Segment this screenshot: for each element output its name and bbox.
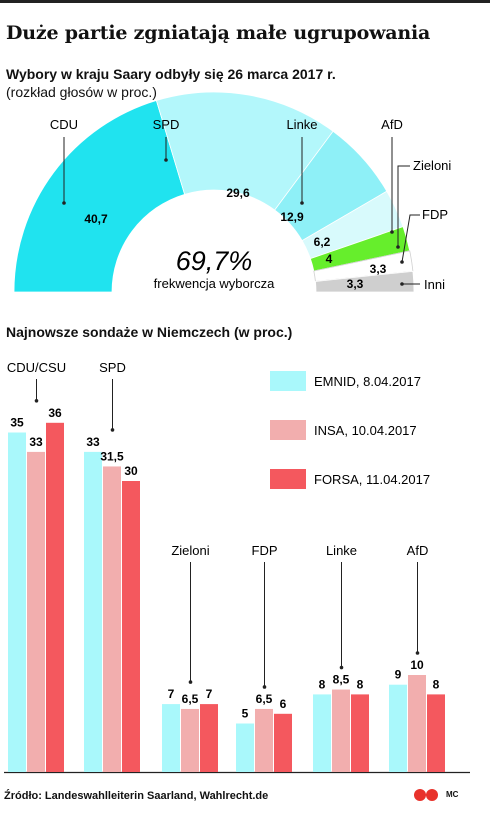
- bar-afd-insa: [408, 675, 426, 772]
- bar-linke-emnid: [313, 694, 331, 772]
- bar-value-label: 31,5: [100, 449, 124, 463]
- bar-value-label: 33: [29, 435, 43, 449]
- category-label: CDU/CSU: [7, 360, 66, 375]
- slice-value-label: 29,6: [226, 186, 250, 200]
- logo-circle-icon: [414, 789, 426, 801]
- leader-dot: [396, 245, 400, 249]
- bar-linke-insa: [332, 689, 350, 772]
- bar-spd-emnid: [84, 451, 102, 772]
- category-leader-dot: [188, 680, 193, 684]
- page-title: Duże partie zgniatają małe ugrupowania: [6, 22, 431, 44]
- bar-zieloni-insa: [181, 708, 199, 772]
- turnout-value: 69,7%: [176, 246, 253, 276]
- bar-value-label: 8: [319, 677, 326, 691]
- category-leader-dot: [110, 428, 115, 432]
- bar-value-label: 35: [10, 416, 24, 430]
- legend-swatch: [270, 371, 306, 391]
- legend-label: INSA, 10.04.2017: [314, 423, 417, 438]
- slice-value-label: 3,3: [347, 277, 364, 291]
- bar-value-label: 8: [357, 677, 364, 691]
- bar-value-label: 30: [124, 464, 138, 478]
- source-note: Źródło: Landeswahlleiterin Saarland, Wah…: [4, 790, 269, 802]
- bar-value-label: 9: [395, 668, 402, 682]
- bar-value-label: 6,5: [256, 692, 273, 706]
- slice-category-label: Zieloni: [413, 158, 451, 173]
- bar-value-label: 7: [168, 687, 175, 701]
- bar-value-label: 10: [410, 658, 424, 672]
- bar-zieloni-forsa: [200, 704, 218, 772]
- logo-text: MC: [446, 790, 459, 799]
- poll-legend: EMNID, 8.04.2017 INSA, 10.04.2017 FORSA, 1…: [270, 371, 430, 489]
- category-label: FDP: [252, 543, 278, 558]
- bar-value-label: 6,5: [182, 692, 199, 706]
- category-leader-dot: [339, 665, 344, 670]
- leader-dot: [390, 230, 394, 234]
- election-half-donut: 40,7 29,6 12,9 6,2 4 3,3 3,3 CDU SPD Linke AfD Ziel…: [13, 91, 451, 293]
- slice-category-label: CDU: [50, 117, 78, 132]
- bar-cdu-csu-forsa: [46, 422, 64, 772]
- bar-afd-emnid: [389, 684, 407, 772]
- leader-dot: [400, 282, 404, 286]
- bar-afd-forsa: [427, 694, 445, 772]
- election-chart-title: Wybory w kraju Saary odbyły się 26 marca…: [6, 66, 336, 82]
- legend-label: FORSA, 11.04.2017: [314, 472, 430, 487]
- election-chart-note: (rozkład głosów w proc.): [6, 84, 157, 100]
- slice-category-label: FDP: [422, 207, 448, 222]
- bar-value-label: 7: [206, 687, 213, 701]
- category-leader-dot: [262, 685, 267, 689]
- category-label: AfD: [407, 543, 429, 558]
- bar-value-label: 8: [433, 677, 440, 691]
- bar-value-label: 5: [242, 707, 249, 721]
- bar-spd-forsa: [122, 481, 140, 772]
- leader-dot: [164, 158, 168, 162]
- slice-value-label: 12,9: [280, 210, 304, 224]
- bar-cdu-csu-insa: [27, 451, 45, 772]
- leader-dot: [400, 260, 404, 264]
- bar-zieloni-emnid: [162, 704, 180, 772]
- slice-category-label: Linke: [286, 117, 317, 132]
- top-rule: [0, 0, 490, 3]
- leader-line: [397, 165, 410, 247]
- category-leader-dot: [34, 399, 39, 403]
- slice-inni: [315, 270, 415, 293]
- bar-linke-forsa: [351, 694, 369, 772]
- legend-label: EMNID, 8.04.2017: [314, 374, 421, 389]
- slice-value-label: 6,2: [314, 235, 331, 249]
- logo-circle-icon: [426, 789, 438, 801]
- bar-value-label: 6: [280, 697, 287, 711]
- leader-dot: [62, 201, 66, 205]
- slice-value-label: 3,3: [370, 262, 387, 276]
- slice-category-label: AfD: [381, 117, 403, 132]
- slice-value-label: 4: [326, 252, 333, 266]
- slice-category-label: SPD: [153, 117, 180, 132]
- bar-fdp-emnid: [236, 723, 254, 772]
- category-leader-dot: [415, 651, 420, 655]
- bar-value-label: 33: [86, 435, 100, 449]
- turnout-label: frekwencja wyborcza: [154, 276, 275, 291]
- leader-dot: [300, 201, 304, 205]
- slice-category-label: Inni: [424, 277, 445, 292]
- poll-chart-title: Najnowsze sondaże w Niemczech (w proc.): [6, 324, 293, 340]
- bar-fdp-insa: [255, 708, 273, 772]
- bar-spd-insa: [103, 466, 121, 772]
- category-label: Zieloni: [171, 543, 209, 558]
- bar-cdu-csu-emnid: [8, 432, 26, 772]
- slice-cdu: [13, 99, 186, 293]
- category-label: Linke: [326, 543, 357, 558]
- legend-swatch: [270, 469, 306, 489]
- publisher-logo: MC: [414, 788, 462, 804]
- category-label: SPD: [99, 360, 126, 375]
- bar-fdp-forsa: [274, 713, 292, 772]
- bar-value-label: 8,5: [333, 673, 350, 687]
- leader-line: [401, 214, 420, 263]
- legend-swatch: [270, 420, 306, 440]
- slice-value-label: 40,7: [84, 212, 108, 226]
- bar-value-label: 36: [48, 406, 62, 420]
